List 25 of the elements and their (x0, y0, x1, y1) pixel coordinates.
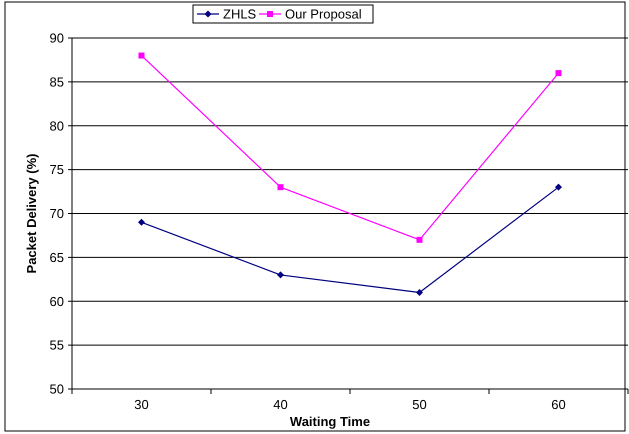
point (416, 288, 423, 296)
x-tick-label: 30 (134, 397, 149, 412)
x-tick-label: 60 (551, 397, 566, 412)
x-axis-title: Waiting Time (290, 414, 370, 429)
y-tick-label: 80 (50, 118, 64, 134)
y-tick-label: 90 (50, 30, 64, 46)
y-tick-label: 55 (50, 338, 64, 353)
y-tick-label: 85 (50, 74, 64, 90)
y-tick-label: 65 (50, 250, 64, 265)
point (556, 70, 562, 76)
point (138, 218, 145, 226)
y-axis-title: Packet Delivery (%) (24, 154, 39, 274)
point (416, 236, 422, 243)
legend-label: Our Proposal (285, 6, 362, 22)
y-tick-label: 75 (50, 162, 64, 178)
x-tick-label: 50 (412, 397, 427, 412)
point (555, 184, 562, 191)
point (278, 184, 284, 190)
y-tick-label: 60 (50, 294, 64, 309)
point (277, 271, 284, 278)
point (138, 52, 144, 59)
y-tick-label: 70 (50, 206, 64, 222)
x-tick-label: 40 (273, 397, 288, 412)
y-tick-label: 50 (50, 382, 64, 397)
legend-label: ZHLS (223, 6, 257, 22)
